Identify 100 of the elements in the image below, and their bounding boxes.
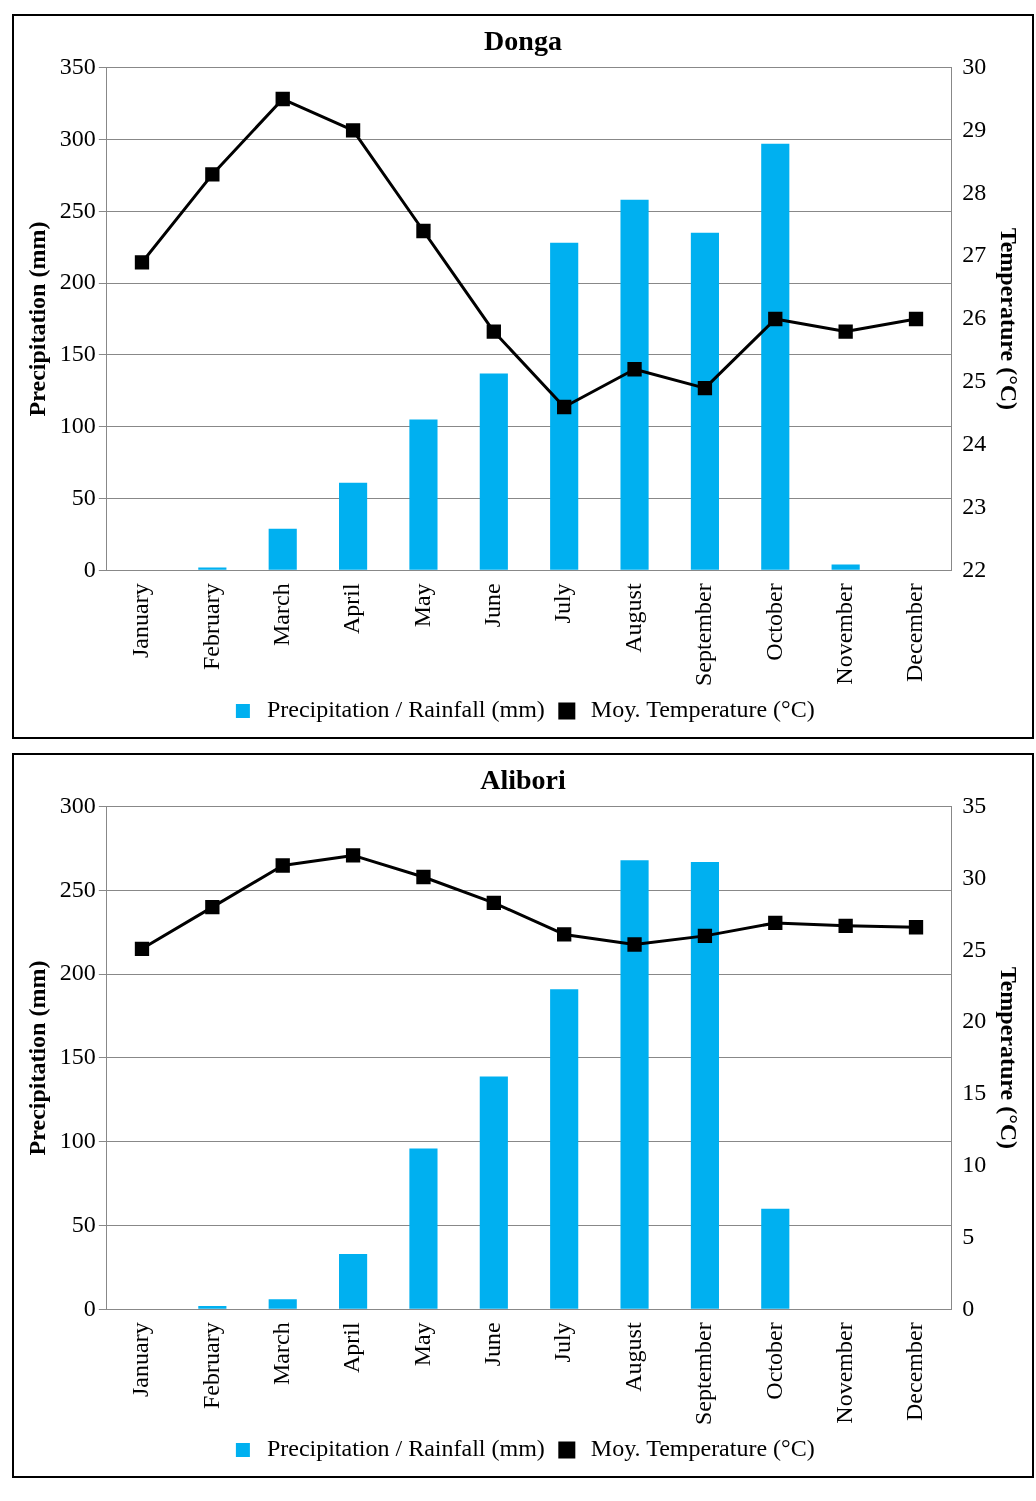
point — [838, 918, 853, 933]
bar — [761, 1208, 790, 1309]
x-tick-label: February — [197, 1322, 224, 1410]
point — [908, 920, 924, 935]
y2-tick-label: 25 — [962, 367, 987, 394]
point — [697, 928, 713, 944]
legend-label: Moy. Temperature (°C) — [590, 696, 815, 723]
point — [416, 223, 431, 239]
point — [345, 848, 361, 863]
point — [557, 399, 572, 415]
bar — [479, 1076, 508, 1309]
bar — [339, 482, 368, 570]
y2-axis-title: Temperature (°C) — [996, 227, 1023, 411]
y-tick-label: 200 — [59, 959, 96, 986]
point — [205, 167, 220, 182]
point — [768, 311, 783, 327]
y2-tick-label: 0 — [962, 1294, 975, 1321]
x-tick-label: January — [127, 583, 154, 659]
y2-axis-title: Temperature (°C) — [996, 966, 1023, 1150]
y2-tick-label: 30 — [962, 52, 987, 79]
x-tick-label: September — [690, 583, 717, 687]
y-tick-label: 150 — [59, 340, 96, 367]
x-tick-label: February — [197, 583, 224, 671]
y-tick-label: 50 — [71, 483, 96, 510]
x-tick-label: April — [338, 1322, 365, 1374]
point — [627, 362, 642, 377]
point — [275, 858, 290, 873]
x-tick-label: August — [619, 583, 646, 653]
point — [345, 123, 361, 138]
y-tick-label: 200 — [59, 268, 96, 295]
bar — [550, 989, 579, 1309]
point — [416, 869, 431, 885]
y-tick-label: 300 — [59, 791, 96, 818]
y-tick-label: 50 — [71, 1210, 96, 1237]
y2-tick-label: 26 — [962, 304, 987, 331]
x-tick-label: August — [619, 1322, 646, 1392]
x-tick-label: May — [408, 1322, 435, 1367]
y2-tick-label: 30 — [962, 863, 987, 890]
legend-label: Moy. Temperature (°C) — [590, 1435, 815, 1462]
x-tick-label: December — [901, 583, 928, 682]
bar — [761, 143, 790, 570]
point — [486, 324, 501, 339]
x-tick-label: November — [830, 1322, 857, 1424]
x-tick-label: April — [338, 583, 365, 635]
bar — [268, 528, 297, 570]
point — [205, 900, 220, 915]
point — [697, 380, 713, 396]
y-tick-label: 300 — [59, 124, 96, 151]
y-tick-label: 0 — [83, 1294, 96, 1321]
y2-tick-label: 27 — [962, 241, 987, 268]
x-tick-label: October — [760, 1322, 787, 1400]
x-tick-label: June — [479, 1322, 506, 1367]
bar — [479, 373, 508, 570]
x-tick-label: July — [549, 583, 576, 624]
bar — [690, 232, 719, 570]
y-tick-label: 100 — [59, 412, 96, 439]
y-tick-label: 100 — [59, 1127, 96, 1154]
y2-tick-label: 15 — [962, 1079, 987, 1106]
bar — [409, 419, 438, 570]
point — [486, 895, 501, 910]
legend-label: Precipitation / Rainfall (mm) — [266, 1435, 545, 1462]
bar — [831, 564, 860, 570]
y2-tick-label: 10 — [962, 1151, 987, 1178]
y2-tick-label: 24 — [962, 429, 987, 456]
y-tick-label: 350 — [59, 52, 96, 79]
bar — [620, 860, 649, 1309]
y-tick-label: 150 — [59, 1043, 96, 1070]
point — [627, 937, 642, 952]
x-tick-label: September — [690, 1322, 717, 1426]
x-tick-label: December — [901, 1322, 928, 1421]
y2-tick-label: 22 — [962, 555, 987, 582]
bar — [620, 199, 649, 570]
point — [838, 324, 853, 339]
chart-title: Alibori — [480, 764, 566, 796]
y2-tick-label: 28 — [962, 178, 987, 205]
y-tick-label: 0 — [83, 555, 96, 582]
x-tick-label: June — [479, 583, 506, 628]
point — [134, 255, 150, 270]
x-tick-label: July — [549, 1322, 576, 1363]
y2-tick-label: 20 — [962, 1007, 987, 1034]
point — [134, 941, 150, 956]
bar — [268, 1299, 297, 1309]
bar — [409, 1148, 438, 1309]
y2-tick-label: 35 — [962, 791, 987, 818]
y-tick-label: 250 — [59, 875, 96, 902]
y2-tick-label: 5 — [962, 1222, 975, 1249]
point — [275, 91, 290, 107]
point — [557, 927, 572, 942]
y2-tick-label: 29 — [962, 115, 987, 142]
y2-tick-label: 25 — [962, 935, 987, 962]
y-axis-title: Precipitation (mm) — [23, 221, 50, 417]
bar — [690, 861, 719, 1309]
y-tick-label: 250 — [59, 196, 96, 223]
bar — [339, 1254, 368, 1309]
x-tick-label: March — [268, 583, 295, 647]
bar — [198, 567, 227, 570]
chart-title: Donga — [484, 25, 562, 57]
point — [908, 311, 924, 327]
y-axis-title: Precipitation (mm) — [23, 960, 50, 1156]
bar — [198, 1306, 227, 1309]
